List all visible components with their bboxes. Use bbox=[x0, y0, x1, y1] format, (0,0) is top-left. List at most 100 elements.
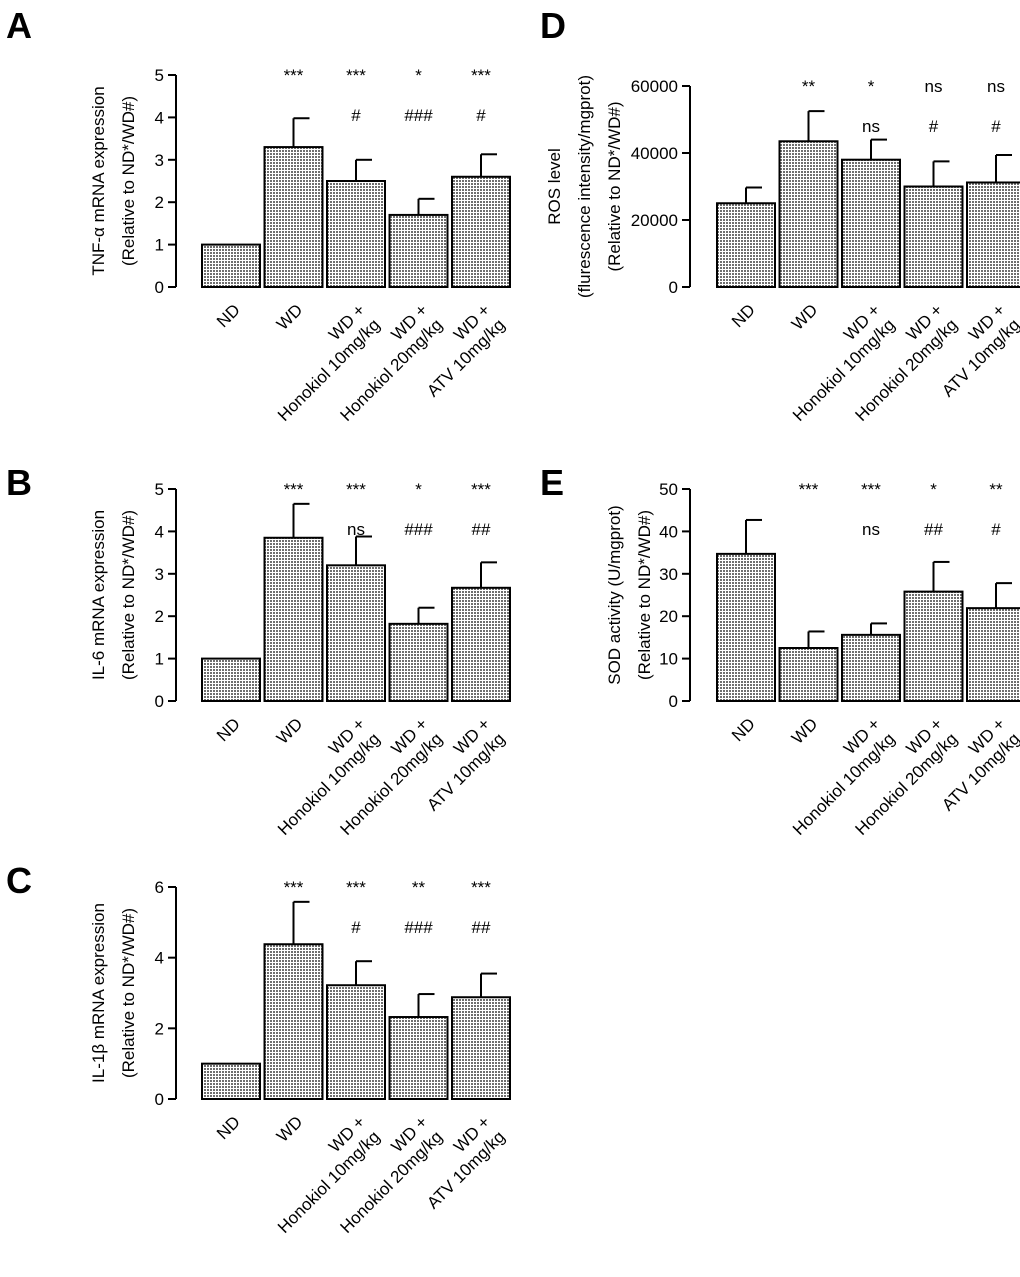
category-label: ND bbox=[728, 714, 759, 745]
panel-letter: D bbox=[540, 5, 566, 46]
significance-vs-nd: ** bbox=[802, 77, 816, 96]
significance-vs-nd: *** bbox=[284, 480, 304, 499]
chart-panel-A: A 0 1 2 3 4 5 TNF-α mRNA expression (Relative to… bbox=[6, 5, 511, 425]
y-tick-label: 2 bbox=[155, 193, 164, 212]
category-label: WD bbox=[788, 714, 821, 747]
bar bbox=[263, 943, 324, 1100]
significance-vs-nd: * bbox=[868, 77, 875, 96]
bar bbox=[716, 202, 776, 288]
category-label: WD bbox=[788, 300, 821, 333]
y-axis-label: ROS level bbox=[545, 148, 564, 225]
significance-vs-nd: *** bbox=[471, 878, 491, 897]
y-tick-label: 6 bbox=[155, 878, 164, 897]
significance-vs-wd: ns bbox=[862, 117, 880, 136]
y-axis-label: (Relative to ND*/WD#) bbox=[119, 510, 138, 680]
significance-vs-wd: ### bbox=[404, 918, 433, 937]
panel-letter: B bbox=[6, 462, 32, 503]
bar bbox=[716, 552, 776, 703]
category-label-line: ND bbox=[213, 1112, 244, 1143]
y-tick-label: 50 bbox=[659, 480, 678, 499]
significance-vs-wd: # bbox=[929, 117, 939, 136]
bar bbox=[201, 657, 261, 702]
significance-vs-wd: # bbox=[351, 106, 361, 125]
bar bbox=[778, 647, 839, 702]
category-label: ND bbox=[728, 300, 759, 331]
significance-vs-nd: *** bbox=[471, 480, 491, 499]
significance-vs-nd: * bbox=[930, 480, 937, 499]
category-label-line: ND bbox=[728, 300, 759, 331]
y-tick-label: 60000 bbox=[631, 77, 678, 96]
bar bbox=[326, 564, 386, 702]
significance-vs-nd: ** bbox=[412, 878, 426, 897]
panel-letter: A bbox=[6, 5, 32, 46]
significance-vs-nd: *** bbox=[471, 66, 491, 85]
significance-vs-nd: *** bbox=[346, 66, 366, 85]
y-tick-label: 4 bbox=[155, 108, 164, 127]
significance-vs-nd: *** bbox=[284, 66, 304, 85]
category-label-line: ND bbox=[213, 714, 244, 745]
y-tick-label: 3 bbox=[155, 151, 164, 170]
bar bbox=[201, 1062, 261, 1100]
panel-letter: E bbox=[540, 462, 564, 503]
significance-vs-nd: * bbox=[415, 66, 422, 85]
bar bbox=[201, 243, 261, 289]
y-axis-label: (Relative to ND*/WD#) bbox=[605, 101, 624, 271]
category-label-line: WD bbox=[273, 300, 306, 333]
category-label-line: ND bbox=[728, 714, 759, 745]
y-tick-label: 1 bbox=[155, 650, 164, 669]
y-tick-label: 0 bbox=[155, 278, 164, 297]
y-tick-label: 0 bbox=[155, 1090, 164, 1109]
significance-vs-nd: ** bbox=[989, 480, 1003, 499]
y-axis-label: IL-6 mRNA expression bbox=[89, 510, 108, 680]
significance-vs-wd: # bbox=[351, 918, 361, 937]
chart-panel-D: D 0 20000 40000 60000 ROS level (flurescence i… bbox=[540, 5, 1020, 425]
y-tick-label: 20000 bbox=[631, 211, 678, 230]
y-tick-label: 0 bbox=[669, 278, 678, 297]
category-label-line: WD bbox=[273, 714, 306, 747]
y-axis-label: (flurescence intensity/mgprot) bbox=[575, 75, 594, 298]
bar bbox=[326, 180, 386, 288]
significance-vs-wd: ## bbox=[472, 918, 491, 937]
y-tick-label: 2 bbox=[155, 1019, 164, 1038]
significance-vs-nd: *** bbox=[799, 480, 819, 499]
y-axis-label: (Relative to ND*/WD#) bbox=[635, 510, 654, 680]
chart-panel-B: B 0 1 2 3 4 5 IL-6 mRNA expression (Relative to … bbox=[6, 462, 511, 839]
y-axis-label: (Relative to ND*/WD#) bbox=[119, 908, 138, 1078]
category-label-line: WD bbox=[788, 300, 821, 333]
significance-vs-wd: # bbox=[991, 520, 1001, 539]
significance-vs-wd: # bbox=[476, 106, 486, 125]
bar bbox=[966, 607, 1020, 702]
significance-vs-wd: ## bbox=[472, 520, 491, 539]
bar bbox=[903, 590, 964, 702]
y-tick-label: 0 bbox=[669, 692, 678, 711]
y-tick-label: 20 bbox=[659, 607, 678, 626]
bar bbox=[778, 140, 839, 288]
y-tick-label: 40000 bbox=[631, 144, 678, 163]
category-label: WD bbox=[273, 300, 306, 333]
y-tick-label: 10 bbox=[659, 650, 678, 669]
category-label-line: WD bbox=[273, 1112, 306, 1145]
panel-letter: C bbox=[6, 860, 32, 901]
y-tick-label: 4 bbox=[155, 522, 164, 541]
bar bbox=[903, 185, 964, 288]
significance-vs-nd: *** bbox=[861, 480, 881, 499]
bar bbox=[326, 984, 386, 1101]
significance-vs-nd: * bbox=[415, 480, 422, 499]
category-label: ND bbox=[213, 300, 244, 331]
category-label: ND bbox=[213, 1112, 244, 1143]
bar bbox=[263, 536, 324, 703]
category-label-line: WD bbox=[788, 714, 821, 747]
y-tick-label: 5 bbox=[155, 480, 164, 499]
y-tick-label: 1 bbox=[155, 236, 164, 255]
significance-vs-nd: *** bbox=[346, 480, 366, 499]
y-tick-label: 0 bbox=[155, 692, 164, 711]
y-axis-label: IL-1β mRNA expression bbox=[89, 903, 108, 1083]
y-tick-label: 30 bbox=[659, 565, 678, 584]
significance-vs-nd: ns bbox=[987, 77, 1005, 96]
bar bbox=[451, 586, 511, 702]
significance-vs-wd: ns bbox=[347, 520, 365, 539]
bar bbox=[451, 175, 511, 288]
significance-vs-wd: ns bbox=[862, 520, 880, 539]
bar bbox=[388, 1016, 449, 1101]
